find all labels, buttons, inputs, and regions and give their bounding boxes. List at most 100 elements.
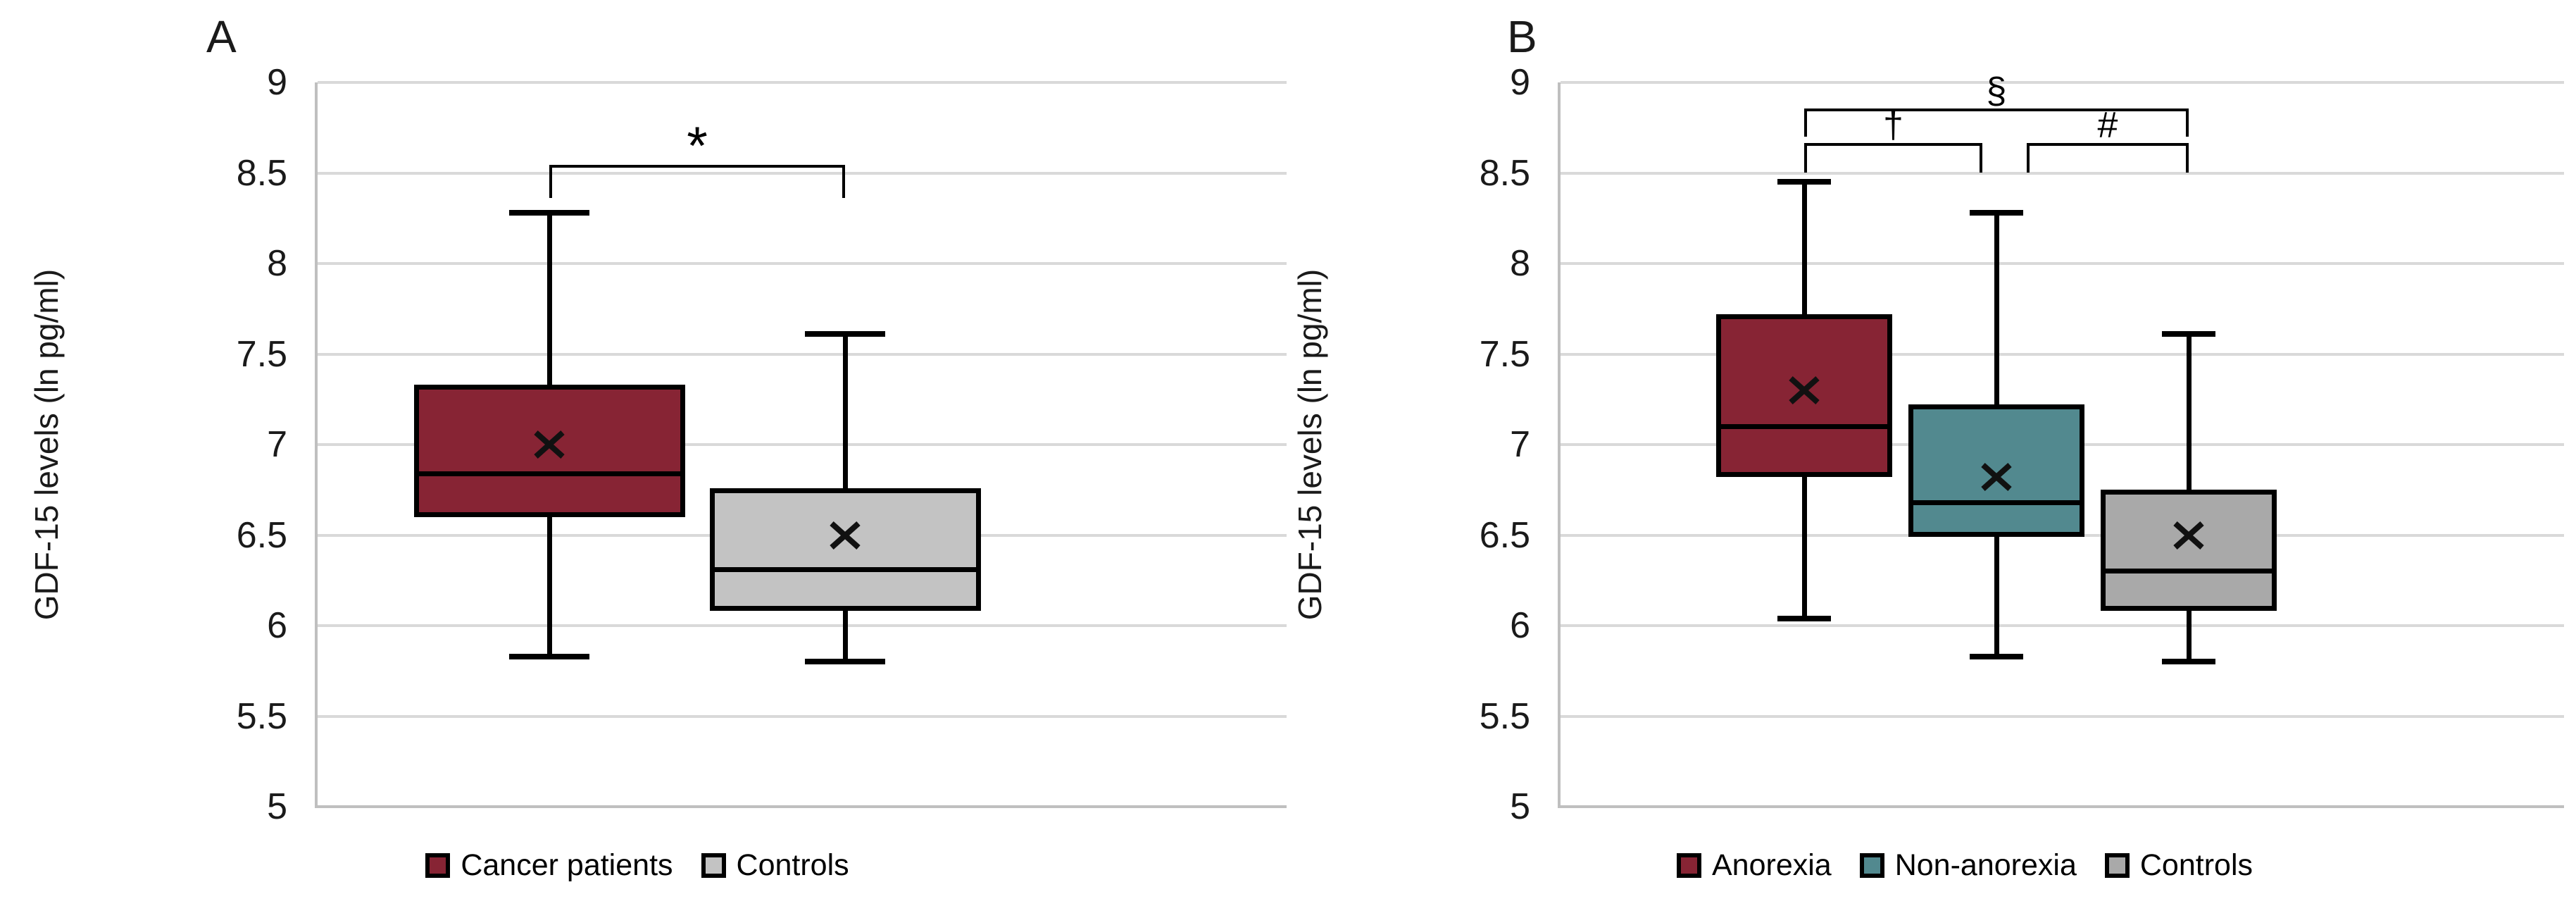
gridline [1561,533,2564,537]
gridline [318,352,1287,356]
lower-whisker [1801,477,1807,619]
lower-whisker [546,516,552,657]
lower-whisker-cap [1777,615,1831,621]
gridline [1561,171,2564,175]
legend-swatch [1677,853,1701,878]
box-cancer-patients [413,385,685,517]
upper-whisker-cap [1777,179,1831,185]
y-axis-line [1558,82,1561,808]
median-line [709,566,981,572]
significance-label: § [1986,70,2007,112]
box-non-anorexia [1908,404,2084,538]
legend-item: Cancer patients [425,848,673,883]
gridline [1561,352,2564,356]
gridline [1561,262,2564,265]
upper-whisker-cap [1970,210,2023,216]
lower-whisker-cap [2162,659,2215,665]
legend-label: Non-anorexia [1894,848,2077,882]
gridline [318,805,1287,808]
gridline [1561,81,2564,84]
significance-label: † [1883,104,1903,146]
box-controls [709,488,981,612]
upper-whisker [842,334,848,488]
y-tick-label: 7.5 [1479,333,1530,375]
significance-bracket [1804,108,2189,112]
significance-bracket-end [2027,142,2030,173]
panel-label-b: B [1507,11,1537,62]
legend-swatch [2104,853,2130,878]
median-line [1716,423,1892,429]
significance-bracket [2027,142,2189,146]
legend-label: Anorexia [1712,848,1832,882]
y-tick-label: 6 [267,605,287,646]
gridline [318,533,1287,537]
legend-swatch [1859,853,1884,878]
significance-bracket-end [2186,142,2189,173]
upper-whisker-cap [509,210,589,216]
gridline [318,714,1287,718]
y-tick-label: 5 [1510,786,1530,827]
box-controls [2101,490,2277,612]
mean-marker [1784,374,1824,410]
gridline [318,624,1287,627]
y-tick-label: 7.5 [236,333,287,375]
significance-bracket [549,164,845,168]
significance-bracket-end [1804,108,1807,137]
median-line [1908,500,2084,505]
y-axis-line [315,82,318,808]
y-tick-label: 7 [267,424,287,465]
gridline [1561,805,2564,808]
significance-bracket-end [549,164,552,199]
lower-whisker-cap [509,653,589,659]
gridline [1561,714,2564,718]
mean-marker [2169,519,2208,555]
median-line [2101,569,2277,574]
upper-whisker [2186,334,2192,490]
upper-whisker-cap [805,331,885,337]
lower-whisker [842,611,848,662]
legend-b: Anorexia Non-anorexia Controls [1472,848,2458,883]
lower-whisker [1994,537,1999,657]
gridline [1561,624,2564,627]
y-tick-label: 5.5 [236,695,287,737]
mean-marker [1977,461,2016,497]
y-axis-title-a: GDF-15 levels (ln pg/ml) [28,268,65,621]
panel-label-a: A [206,11,237,62]
legend-item: Anorexia [1677,848,1832,883]
lower-whisker [2186,611,2192,662]
significance-bracket-end [842,164,845,199]
mean-marker [825,519,865,555]
significance-bracket-end [1804,142,1807,173]
upper-whisker [1801,182,1807,314]
legend-swatch [425,853,451,878]
legend-label: Controls [736,848,849,882]
legend-label: Controls [2139,848,2253,882]
significance-label: # [2097,104,2118,146]
gridline [318,81,1287,84]
lower-whisker-cap [1970,653,2023,659]
significance-bracket [1804,142,1982,146]
y-tick-label: 5 [267,786,287,827]
lower-whisker-cap [805,659,885,665]
y-tick-label: 8 [1510,243,1530,284]
mean-marker [530,428,569,464]
gridline [318,171,1287,175]
legend-item: Controls [2104,848,2253,883]
y-tick-label: 8 [267,243,287,284]
upper-whisker-cap [2162,331,2215,337]
upper-whisker [546,213,552,385]
gridline [318,443,1287,446]
significance-bracket-end [1980,142,1982,173]
significance-bracket-end [2186,108,2189,137]
y-tick-label: 9 [267,62,287,103]
legend-swatch [701,853,726,878]
legend-item: Controls [701,848,849,883]
gridline [318,262,1287,265]
gridline [1561,443,2564,446]
y-tick-label: 6.5 [1479,514,1530,556]
y-tick-label: 6.5 [236,514,287,556]
